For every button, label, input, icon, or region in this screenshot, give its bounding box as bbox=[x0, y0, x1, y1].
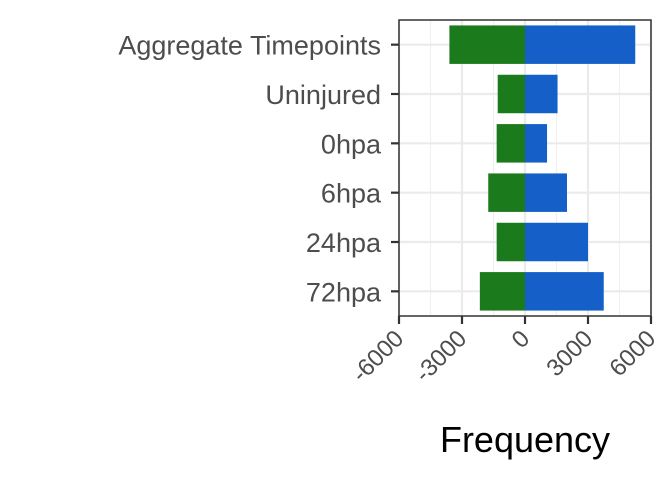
y-tick-label: 6hpa bbox=[321, 179, 382, 209]
y-tick-label: 72hpa bbox=[306, 277, 382, 307]
x-tick-label: 0 bbox=[507, 325, 536, 354]
bar bbox=[497, 74, 525, 114]
x-tick-label: -3000 bbox=[410, 325, 473, 388]
bar bbox=[496, 124, 525, 163]
x-tick-label: 6000 bbox=[604, 325, 661, 382]
y-tick-label: Uninjured bbox=[265, 80, 381, 110]
grid bbox=[397, 20, 653, 316]
y-tick-label: 24hpa bbox=[306, 228, 382, 258]
y-axis: Aggregate Timepoints Uninjured 0hpa 6hpa 24h… bbox=[118, 31, 399, 307]
bars bbox=[449, 25, 636, 311]
y-tick-label: Aggregate Timepoints bbox=[118, 31, 381, 61]
bar bbox=[479, 272, 525, 311]
x-axis: -6000 -3000 0 3000 6000 bbox=[347, 316, 661, 388]
bar bbox=[525, 272, 604, 311]
bar bbox=[525, 74, 558, 114]
x-axis-title: Frequency bbox=[440, 419, 610, 460]
y-tick-label: 0hpa bbox=[321, 129, 382, 159]
x-tick-label: -6000 bbox=[347, 325, 410, 388]
bar bbox=[525, 173, 567, 212]
bar bbox=[488, 173, 525, 212]
bar bbox=[525, 124, 548, 163]
bar bbox=[496, 222, 525, 262]
bar bbox=[525, 222, 588, 262]
x-tick-label: 3000 bbox=[541, 325, 598, 382]
bar bbox=[525, 25, 636, 64]
bar bbox=[449, 25, 525, 64]
